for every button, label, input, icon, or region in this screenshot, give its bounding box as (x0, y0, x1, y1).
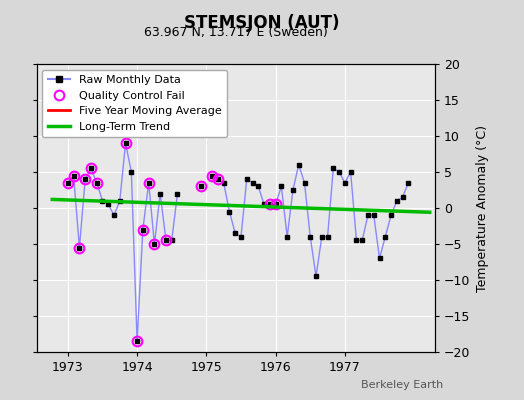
Y-axis label: Temperature Anomaly (°C): Temperature Anomaly (°C) (476, 124, 489, 292)
Text: Berkeley Earth: Berkeley Earth (361, 380, 443, 390)
Title: 63.967 N, 13.717 E (Sweden): 63.967 N, 13.717 E (Sweden) (144, 26, 328, 39)
Text: STEMSJON (AUT): STEMSJON (AUT) (184, 14, 340, 32)
Legend: Raw Monthly Data, Quality Control Fail, Five Year Moving Average, Long-Term Tren: Raw Monthly Data, Quality Control Fail, … (42, 70, 227, 137)
